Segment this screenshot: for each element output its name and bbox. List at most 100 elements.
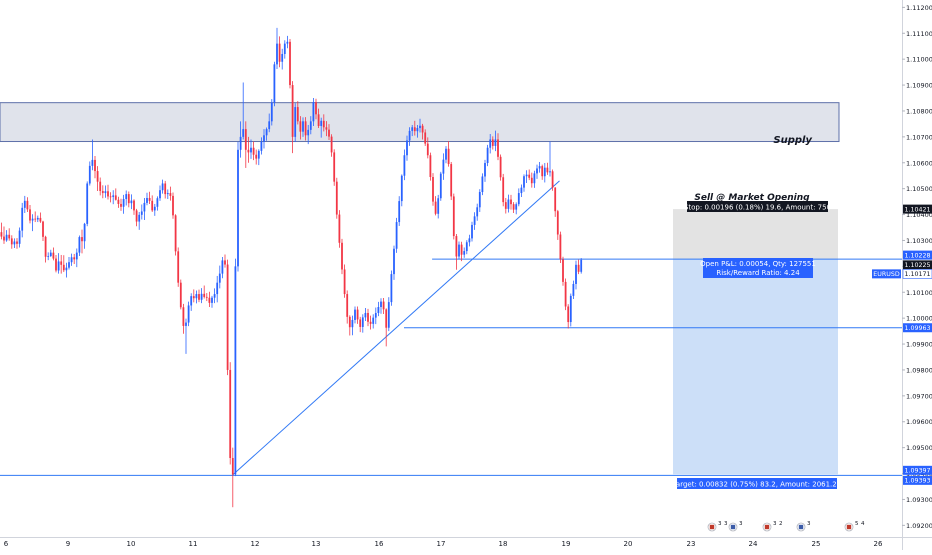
candle-body bbox=[172, 195, 174, 216]
candle-body bbox=[39, 217, 42, 222]
candle-body bbox=[354, 309, 356, 320]
candle-body bbox=[247, 149, 250, 153]
candle-body bbox=[242, 129, 245, 137]
candle-body bbox=[465, 242, 468, 252]
symbol-tag-label: EURUSD bbox=[873, 271, 900, 278]
candle-body bbox=[564, 281, 567, 307]
candle-body bbox=[424, 132, 427, 144]
candle-body bbox=[507, 199, 510, 209]
candle-body bbox=[135, 210, 138, 222]
candle-body bbox=[439, 173, 442, 199]
candle-body bbox=[322, 120, 325, 128]
price-tag bbox=[902, 269, 932, 279]
candle-body bbox=[356, 309, 359, 320]
price-tick-label: 1.10700 bbox=[906, 133, 932, 141]
candle-body bbox=[517, 193, 520, 205]
candle-body bbox=[468, 238, 471, 243]
price-tag bbox=[903, 250, 932, 260]
candle-body bbox=[416, 128, 419, 132]
candle-body bbox=[161, 183, 164, 191]
candle-body bbox=[315, 102, 317, 115]
time-tick-label: 24 bbox=[749, 540, 758, 548]
candle-body bbox=[562, 259, 564, 282]
time-tick-label: 17 bbox=[437, 540, 446, 548]
candle-body bbox=[13, 241, 16, 245]
flag-icon bbox=[730, 524, 736, 530]
candle-body bbox=[231, 458, 234, 475]
candle-body bbox=[0, 232, 3, 237]
candle-body bbox=[481, 176, 484, 193]
candle-body bbox=[208, 297, 211, 303]
candle-body bbox=[489, 139, 492, 148]
time-tick-label: 10 bbox=[127, 540, 136, 548]
candle-body bbox=[117, 199, 120, 204]
candle-body bbox=[10, 238, 13, 245]
supply-zone bbox=[0, 102, 840, 143]
candle-body bbox=[312, 102, 315, 122]
candle-body bbox=[57, 261, 60, 271]
candle-body bbox=[341, 242, 343, 270]
price-tick-label: 1.10600 bbox=[906, 159, 932, 167]
candle-body bbox=[491, 139, 494, 146]
time-tick-label: 13 bbox=[312, 540, 321, 548]
price-tick-label: 1.10800 bbox=[906, 107, 932, 115]
candle-body bbox=[179, 282, 182, 308]
candle-body bbox=[458, 244, 460, 257]
price-tag-label: 1.10171 bbox=[904, 271, 930, 278]
candle-body bbox=[164, 183, 167, 195]
risk-reward-label: Risk/Reward Ratio: 4.24 bbox=[716, 269, 800, 277]
price-tick-label: 1.10900 bbox=[906, 82, 932, 90]
time-tick-label: 23 bbox=[687, 540, 696, 548]
candle-body bbox=[575, 264, 577, 284]
target-label: Target: 0.00832 (0.75%) 83.2, Amount: 20… bbox=[672, 481, 841, 489]
candle-body bbox=[367, 312, 369, 322]
candle-body bbox=[304, 121, 307, 136]
candle-body bbox=[328, 129, 330, 137]
candle-body bbox=[198, 294, 200, 300]
candle-body bbox=[169, 193, 172, 196]
candle-body bbox=[234, 266, 237, 475]
candle-body bbox=[8, 234, 11, 239]
candle-body bbox=[143, 202, 146, 212]
candle-body bbox=[47, 255, 50, 257]
price-tag bbox=[903, 475, 932, 485]
candle-body bbox=[73, 257, 76, 260]
candle-body bbox=[434, 201, 437, 214]
price-tag bbox=[903, 260, 932, 270]
event-badge: 3 bbox=[739, 521, 743, 527]
candle-body bbox=[120, 203, 122, 207]
candle-body bbox=[497, 139, 499, 157]
candle-body bbox=[390, 274, 393, 303]
candle-body bbox=[351, 319, 354, 328]
candle-body bbox=[494, 139, 497, 146]
time-tick-label: 25 bbox=[812, 540, 821, 548]
candle-body bbox=[138, 214, 141, 222]
candle-body bbox=[471, 224, 473, 239]
candle-body bbox=[23, 200, 26, 208]
time-tick-label: 26 bbox=[874, 540, 883, 548]
candle-body bbox=[317, 114, 320, 126]
time-tick-label: 20 bbox=[624, 540, 633, 548]
time-tick-label: 6 bbox=[4, 540, 9, 548]
candle-body bbox=[44, 236, 47, 257]
price-tick-label: 1.09700 bbox=[906, 392, 932, 400]
candle-body bbox=[140, 211, 143, 215]
candle-body bbox=[101, 190, 104, 194]
position-title: Sell @ Market Opening bbox=[694, 193, 810, 203]
price-tick-label: 1.11000 bbox=[906, 56, 932, 64]
price-tick-label: 1.10300 bbox=[906, 237, 932, 245]
candle-body bbox=[296, 107, 299, 122]
trendline bbox=[231, 180, 560, 476]
target-zone bbox=[673, 259, 838, 475]
candle-body bbox=[504, 202, 507, 209]
candle-body bbox=[554, 187, 557, 212]
candle-body bbox=[406, 140, 408, 156]
stop-label: Stop: 0.00196 (0.18%) 19.6, Amount: 750 bbox=[684, 204, 831, 212]
candle-body bbox=[523, 176, 525, 188]
candle-body bbox=[36, 217, 39, 220]
price-tick-label: 1.10000 bbox=[906, 315, 932, 323]
event-badge: 4 bbox=[861, 521, 865, 527]
time-axis[interactable]: 6 9 10 11 12 13 16 17 18 19 20 23 24 25 26 bbox=[0, 537, 932, 549]
